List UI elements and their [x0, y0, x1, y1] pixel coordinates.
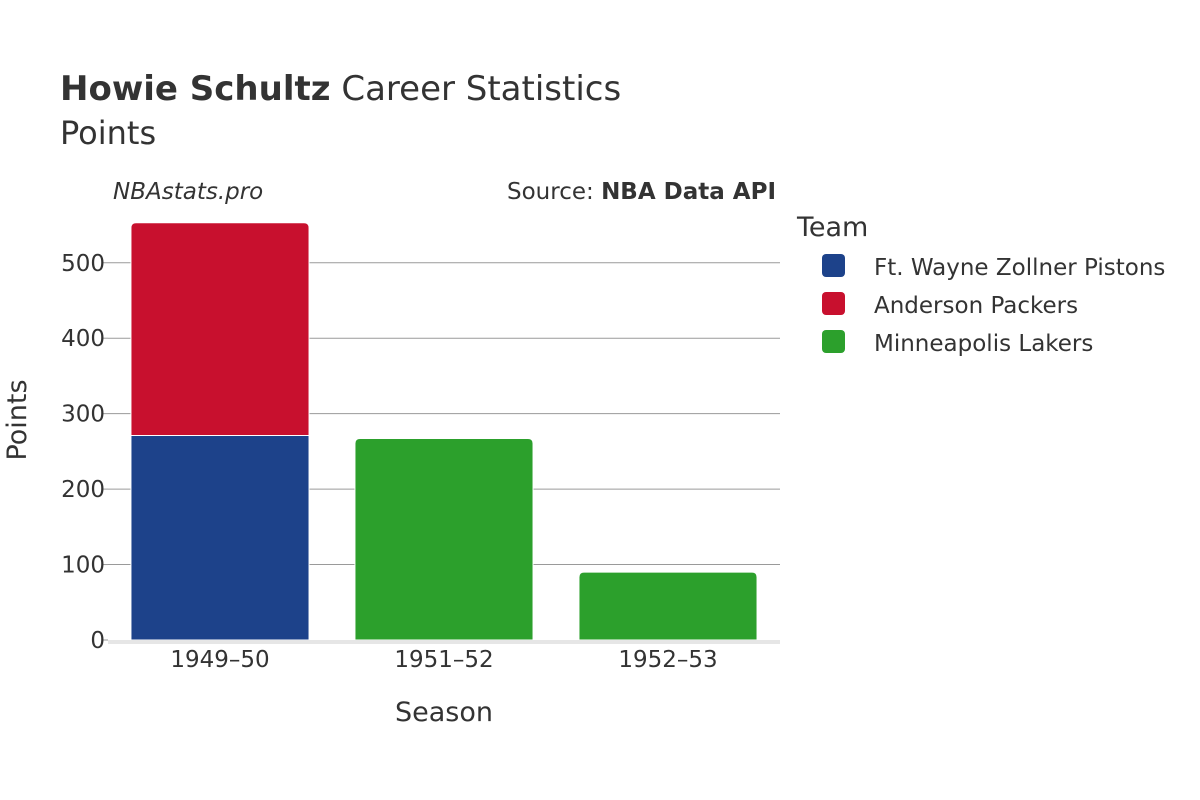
source-name: NBA Data API — [601, 179, 776, 205]
legend-swatch[interactable] — [822, 254, 845, 277]
y-tick-label: 300 — [61, 402, 105, 428]
bar-1951–52-minneapolis-lakers[interactable] — [354, 438, 534, 641]
x-tick-label: 1952–53 — [618, 647, 717, 673]
legend-label[interactable]: Minneapolis Lakers — [874, 331, 1093, 357]
y-tick-label: 0 — [90, 628, 105, 654]
source-label: Source: NBA Data API — [507, 179, 776, 205]
x-tick-labels: 1949–50 1951–52 1952–53 — [170, 647, 717, 673]
source-prefix: Source: — [507, 179, 601, 205]
y-tick-label: 400 — [61, 326, 105, 352]
bars — [130, 222, 758, 641]
legend: Ft. Wayne Zollner Pistons Anderson Packer… — [822, 254, 1165, 357]
y-tick-label: 500 — [61, 251, 105, 277]
y-tick-label: 100 — [61, 553, 105, 579]
legend-title: Team — [796, 212, 868, 243]
x-tick-label: 1949–50 — [170, 647, 269, 673]
bar-1949–50-anderson-packers[interactable] — [130, 222, 310, 437]
legend-label[interactable]: Anderson Packers — [874, 293, 1078, 319]
player-name: Howie Schultz — [60, 69, 331, 109]
chart-title: Howie Schultz Career Statistics — [60, 69, 621, 109]
bar-1952–53-minneapolis-lakers[interactable] — [578, 571, 758, 641]
title-rest: Career Statistics — [331, 69, 622, 109]
watermark: NBAstats.pro — [113, 179, 263, 205]
legend-label[interactable]: Ft. Wayne Zollner Pistons — [874, 255, 1165, 281]
legend-swatch[interactable] — [822, 292, 845, 315]
y-tick-labels: 0 100 200 300 400 500 — [61, 251, 105, 654]
chart-subtitle: Points — [60, 114, 156, 152]
x-axis-title: Season — [395, 697, 493, 728]
x-axis-line — [108, 640, 780, 644]
y-tick-label: 200 — [61, 477, 105, 503]
bar-1949–50-ft-wayne-zollner-pistons[interactable] — [130, 435, 310, 641]
x-tick-label: 1951–52 — [394, 647, 493, 673]
y-axis-title: Points — [2, 379, 33, 460]
legend-swatch[interactable] — [822, 330, 845, 353]
